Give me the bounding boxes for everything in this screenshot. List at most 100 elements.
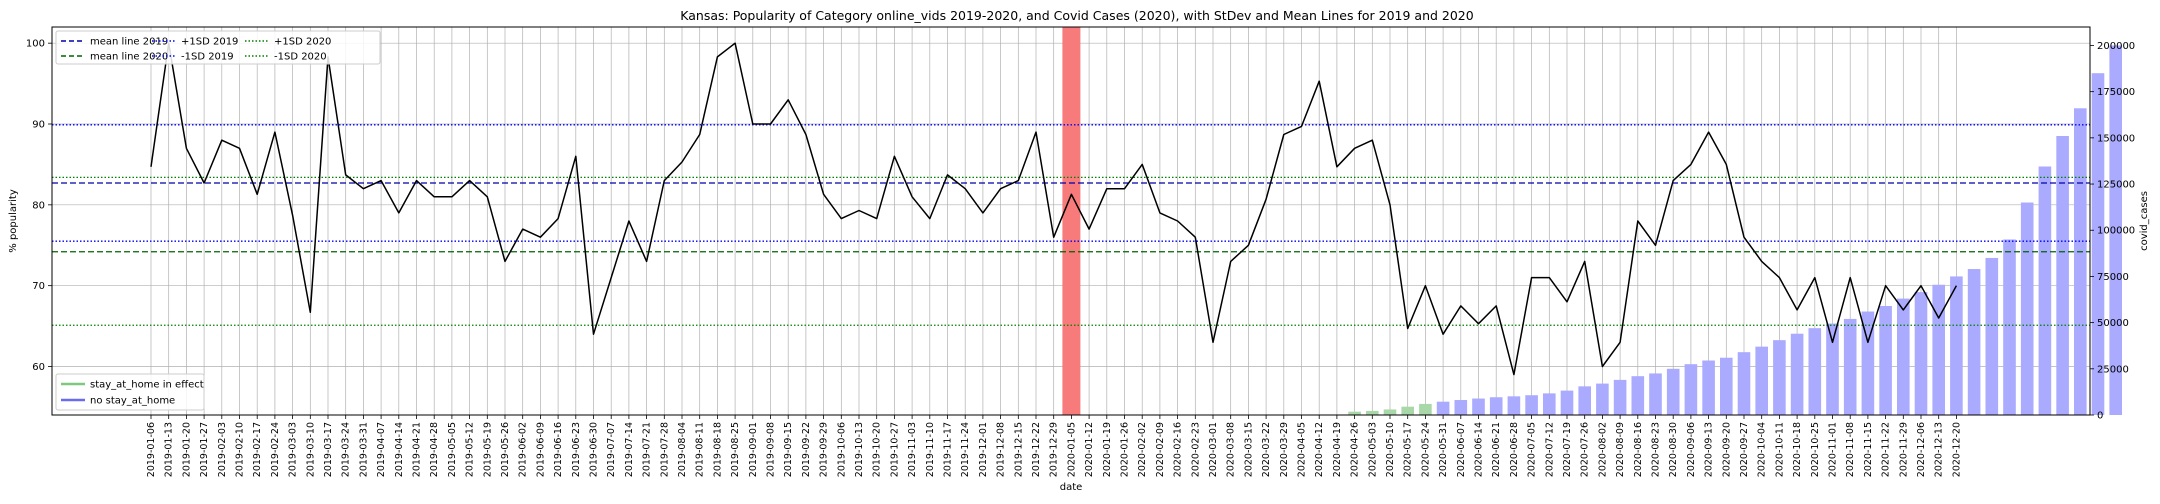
x-tick-label: 2019-02-03 [217,422,228,477]
plot-frame [51,26,2091,416]
y-tick-label-right: 50000 [2097,318,2129,329]
covid-bar [1861,311,1875,415]
y-tick-label-right: 150000 [2097,133,2135,144]
covid-bar [1702,360,1715,415]
x-tick-label: 2019-11-17 [943,422,954,477]
covid-bar [1684,364,1698,415]
x-tick-label: 2020-12-13 [1934,422,1945,477]
x-tick-label: 2020-02-23 [1190,422,1201,477]
legend-lower: stay_at_home in effect no stay_at_home [55,373,205,411]
x-tick-label: 2020-04-12 [1314,422,1325,477]
covid-bar [1932,284,1945,415]
legend-upper: mean line 2019 mean line 2020 +1SD 2019 -1S… [55,30,381,65]
x-tick-label: 2020-07-05 [1527,422,1538,477]
x-tick-label: 2020-09-27 [1739,422,1750,477]
x-tick-label: 2020-04-05 [1297,422,1308,477]
x-tick-label: 2019-06-02 [518,422,529,477]
x-tick-label: 2020-12-20 [1951,422,1962,477]
x-tick-label: 2020-03-22 [1261,422,1272,477]
covid-bar [1897,298,1910,415]
x-tick-label: 2019-01-06 [146,422,157,477]
y-axis-label-left: % popularity [8,189,19,253]
x-tick-label: 2020-05-31 [1438,422,1449,477]
x-tick-label: 2019-04-14 [394,422,405,477]
popularity-series-line [150,42,1958,376]
x-tick-label: 2020-06-07 [1456,422,1467,477]
x-tick-label: 2020-05-17 [1403,422,1414,477]
x-tick-label: 2020-07-12 [1544,422,1555,477]
covid-bar [1967,269,1981,415]
x-tick-label: 2020-05-03 [1367,422,1378,477]
x-tick-label: 2020-03-01 [1208,422,1219,477]
x-tick-label: 2020-01-05 [1066,422,1077,477]
x-tick-label: 2020-03-29 [1279,422,1290,477]
x-tick-label: 2020-01-19 [1102,422,1113,477]
x-tick-label: 2019-11-10 [925,422,936,477]
legend-upper-label: -1SD 2020 [274,52,327,63]
axes: 2019-01-06 2019-01-13 2019-01-20 2019-01-27… [26,39,2135,478]
x-tick-label: 2020-06-21 [1491,422,1502,477]
y-tick-label-left: 100 [26,39,45,50]
covid-bar [1985,257,1999,415]
y-tick-label-right: 0 [2097,411,2103,422]
x-tick-label: 2019-07-07 [606,422,617,477]
y-tick-label-right: 200000 [2097,41,2135,52]
covid-bar [1489,397,1503,415]
x-tick-label: 2019-09-15 [783,422,794,477]
y-tick-label-left: 80 [32,200,45,211]
covid-bar [1454,400,1468,415]
x-tick-label: 2020-04-26 [1350,422,1361,477]
covid-bar [1525,395,1538,415]
covid-bar [1773,340,1786,415]
x-tick-label: 2020-05-24 [1420,422,1431,477]
covid-bar [1348,411,1361,415]
covid-bar [1826,323,1839,415]
x-tick-label: 2020-02-16 [1173,422,1184,477]
x-tick-label: 2020-12-06 [1916,422,1927,477]
legend-upper-label: +1SD 2020 [274,37,331,48]
x-tick-label: 2019-07-14 [624,422,635,477]
covid-bar [1507,396,1521,415]
x-tick-label: 2019-03-10 [305,422,316,477]
x-tick-label: 2019-12-08 [996,422,1007,477]
x-tick-label: 2019-10-20 [872,422,883,477]
covid-bar [1790,333,1804,415]
x-tick-label: 2019-04-28 [429,422,440,477]
x-tick-label: 2020-09-13 [1704,422,1715,477]
x-tick-label: 2019-10-13 [854,422,865,477]
highlight-band-rect [1062,27,1081,415]
covid-bar [2038,166,2052,415]
covid-bar [1472,398,1485,415]
legend-upper-box [55,30,381,65]
x-tick-label: 2019-01-13 [164,422,175,477]
x-tick-label: 2020-02-02 [1137,422,1148,477]
covid-bar [2074,108,2087,416]
covid-bar [1419,403,1432,415]
y-tick-label-right: 125000 [2097,180,2135,191]
covid-bar [1950,276,1963,415]
covid-bar [1649,373,1662,415]
x-tick-label: 2019-05-19 [482,422,493,477]
x-tick-label: 2019-08-25 [730,422,741,477]
x-tick-label: 2019-06-23 [571,422,582,477]
x-tick-label: 2020-06-28 [1509,422,1520,477]
x-tick-label: 2019-02-24 [270,422,281,477]
x-tick-label: 2020-10-18 [1792,422,1803,477]
x-tick-label: 2019-12-29 [1049,422,1060,477]
y-tick-label-left: 70 [32,281,45,292]
x-tick-label: 2020-01-26 [1120,422,1131,477]
x-tick-label: 2019-01-27 [199,422,210,477]
covid-bar [1366,410,1379,415]
covid-bar [1843,318,1857,415]
x-tick-label: 2020-08-23 [1651,422,1662,477]
legend-upper-label: -1SD 2019 [181,52,234,63]
covid-bar [1720,357,1733,415]
x-tick-label: 2019-08-04 [677,422,688,477]
reference-lines [52,124,2090,326]
x-tick-label: 2020-01-12 [1084,422,1095,477]
x-tick-label: 2020-08-30 [1668,422,1679,477]
x-tick-label: 2019-10-06 [836,422,847,477]
x-tick-label: 2020-11-08 [1845,422,1856,477]
x-tick-label: 2020-09-20 [1721,422,1732,477]
